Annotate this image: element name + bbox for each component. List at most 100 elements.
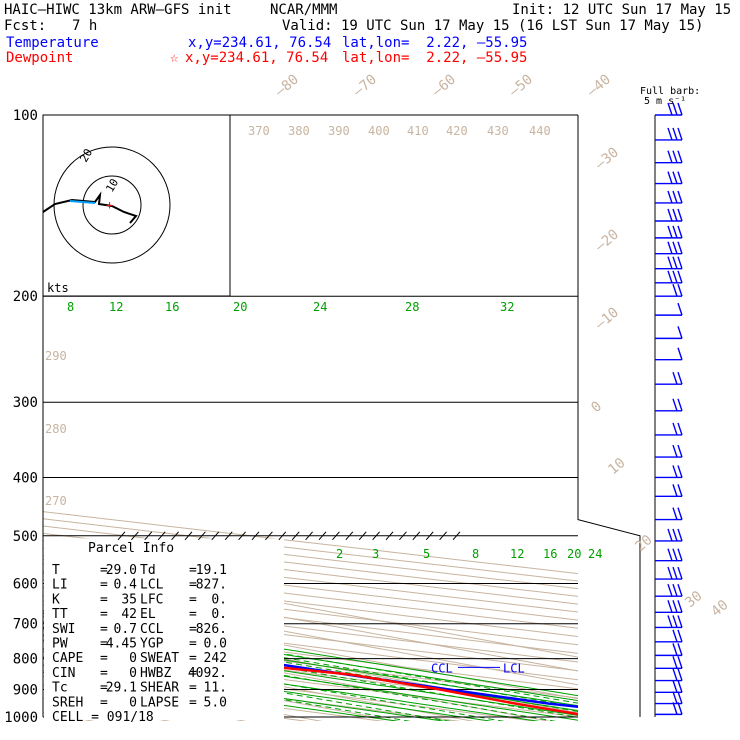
pressure-tick-label: 800 xyxy=(13,652,38,668)
forecast-label: Fcst: xyxy=(4,18,47,34)
parcel-param-name: YGP xyxy=(140,637,164,652)
parcel-equals: = xyxy=(189,607,197,622)
parcel-param-value: 19.1 xyxy=(196,563,227,578)
parcel-info-box xyxy=(44,538,284,720)
wind-barb-flag xyxy=(667,528,673,542)
mixing-ratio-label: 12 xyxy=(510,547,524,561)
wind-barb-flag xyxy=(672,190,678,204)
parcel-param-name: LCL xyxy=(140,578,164,593)
mixing-ratio-label: 8 xyxy=(472,547,479,561)
wind-barb-flag xyxy=(667,127,673,141)
mixing-ratio-label: 3 xyxy=(372,547,379,561)
pressure-tick-label: 200 xyxy=(13,289,38,305)
mixing-ratio-label: 28 xyxy=(405,300,419,314)
parcel-param-value: 0.7 xyxy=(114,622,137,637)
wind-barb-flag xyxy=(672,283,678,297)
theta-label: 290 xyxy=(45,349,67,363)
mixing-ratio-label: 16 xyxy=(543,547,557,561)
wind-barb-flag xyxy=(672,615,678,628)
parcel-equals: = xyxy=(100,651,108,666)
hodograph-box xyxy=(42,114,231,297)
parcel-param-value: 0. xyxy=(211,607,227,622)
parcel-param-value: 0. xyxy=(211,592,227,607)
wind-barb-flag xyxy=(677,102,683,116)
freezing-level-hatch xyxy=(358,531,367,541)
wind-barb-flag xyxy=(667,150,673,163)
freezing-level-hatch xyxy=(198,531,206,541)
theta-label: 430 xyxy=(487,124,509,138)
temperature-latlon: lat,lon= 2.22, –55.95 xyxy=(342,35,528,51)
wind-barb-flag xyxy=(677,347,683,360)
model-title: HAIC–HIWC 13km ARW–GFS init xyxy=(4,2,232,18)
parcel-equals: = xyxy=(100,695,108,710)
wind-barb-flag xyxy=(677,371,683,385)
wind-barb-flag xyxy=(672,680,678,693)
freezing-level-hatch xyxy=(251,531,260,541)
parcel-param-name: LAPSE xyxy=(140,695,179,710)
theta-label: 280 xyxy=(45,422,67,436)
freezing-level-hatch xyxy=(131,531,139,541)
wind-barb-flag xyxy=(677,629,683,643)
wind-barb-flag xyxy=(672,422,678,436)
mixing-ratio-label: 32 xyxy=(500,300,514,314)
wind-barb-flag xyxy=(667,225,673,239)
wind-barb-flag xyxy=(677,548,683,561)
freezing-level-hatch xyxy=(117,531,126,541)
center-label: NCAR/MMM xyxy=(270,2,338,18)
theta-label: 440 xyxy=(529,124,551,138)
isotherm-label: 10 xyxy=(605,455,628,478)
parcel-equals: = xyxy=(189,637,197,652)
wind-barb-flag xyxy=(677,615,683,628)
parcel-param-name: Td xyxy=(140,563,156,578)
mixing-ratio-label: 20 xyxy=(567,547,581,561)
wind-barbs: Full barb:5 m s⁻¹ xyxy=(640,86,700,717)
wind-barb-flag xyxy=(672,583,678,597)
lcl-label: LCL xyxy=(503,661,525,675)
parcel-equals: = xyxy=(100,666,108,681)
wind-barb-flag xyxy=(672,528,678,542)
dry-adiabat-line xyxy=(43,532,578,597)
wind-barb-flag xyxy=(677,444,683,458)
ccl-label: CCL xyxy=(431,661,453,675)
parcel-equals: = xyxy=(189,651,197,666)
parcel-param-name: TT xyxy=(52,607,68,622)
isotherm-line xyxy=(43,558,578,658)
wind-barb-flag xyxy=(672,507,678,520)
isotherm-label: –70 xyxy=(350,72,380,101)
wind-barb-flag xyxy=(672,548,678,561)
mixing-ratio-label: 20 xyxy=(233,300,247,314)
dry-adiabat-line xyxy=(43,518,578,582)
mixing-ratio-label: 12 xyxy=(109,300,123,314)
wind-barb-flag xyxy=(667,171,673,184)
wind-barb-flag xyxy=(677,256,683,269)
freezing-level-hatch xyxy=(452,531,461,541)
wind-barb-flag xyxy=(672,225,678,239)
parcel-equals: = xyxy=(100,622,108,637)
freezing-level-hatch xyxy=(291,531,300,541)
parcel-param-value: 5.0 xyxy=(204,695,227,710)
wind-barb-flag xyxy=(672,398,678,412)
mixing-ratio-line xyxy=(43,626,578,718)
parcel-param-name: HWBZ xyxy=(140,666,171,681)
pressure-tick-label: 600 xyxy=(13,576,38,592)
wind-barb-flag xyxy=(672,643,678,656)
wind-barb-flag xyxy=(677,600,683,613)
wind-barb-flag xyxy=(672,150,678,163)
parcel-param-name: Tc xyxy=(52,681,68,696)
freezing-level-hatch xyxy=(412,531,421,541)
dry-adiabat-line xyxy=(43,647,578,718)
wind-barb-flag xyxy=(667,600,673,613)
wind-barb-flag xyxy=(677,583,683,597)
freezing-level-hatch xyxy=(305,531,313,541)
barb-legend-unit: 5 m s⁻¹ xyxy=(644,96,686,107)
freezing-level-hatch xyxy=(265,531,273,541)
parcel-param-value: 29.1 xyxy=(106,681,137,696)
theta-label: 400 xyxy=(368,124,390,138)
wind-barb-flag xyxy=(677,150,683,163)
wind-barb-flag xyxy=(672,208,678,222)
hodograph-ring-label: 10 xyxy=(103,177,121,195)
wind-barb-flag xyxy=(667,615,673,628)
wind-barb-flag xyxy=(672,256,678,269)
freezing-level-hatch xyxy=(211,531,220,541)
wind-barb-flag xyxy=(667,548,673,561)
